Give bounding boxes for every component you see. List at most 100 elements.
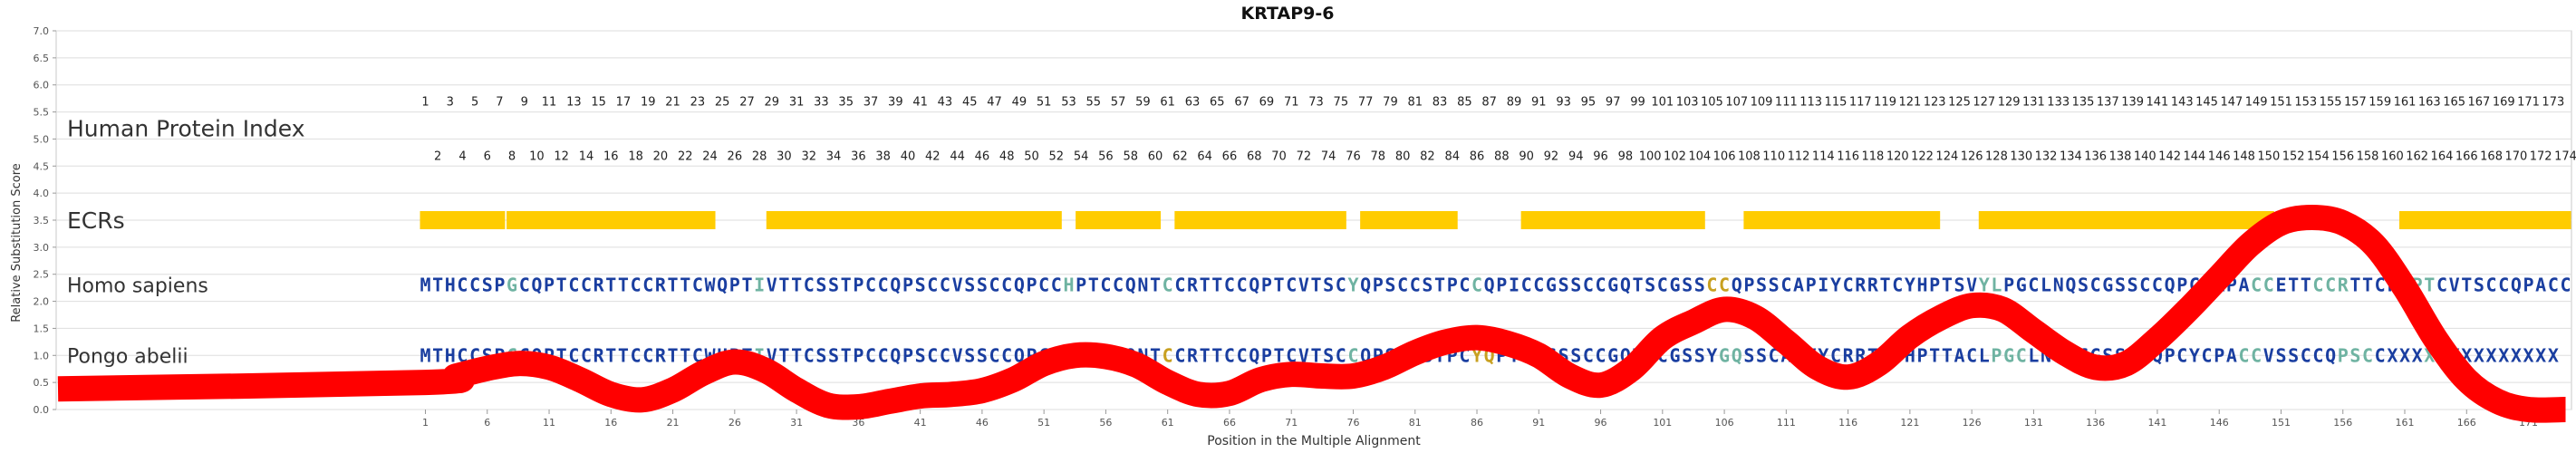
protein-index-number: 124 — [1935, 149, 1958, 163]
sequence-residue: C — [1966, 344, 1977, 366]
sequence-residue: C — [804, 275, 815, 296]
protein-index-number: 9 — [521, 96, 528, 110]
sequence-residue: X — [2399, 344, 2410, 366]
ecr-bar — [420, 211, 506, 229]
sequence-residue: S — [915, 275, 926, 296]
sequence-residue: T — [1880, 275, 1891, 296]
sequence-residue: P — [2003, 275, 2014, 296]
protein-index-number: 105 — [1701, 96, 1723, 110]
x-tick-label: 51 — [1037, 417, 1050, 429]
x-tick-label: 46 — [976, 417, 989, 429]
sequence-residue: C — [1397, 275, 1408, 296]
ecr-bar — [1360, 211, 1458, 229]
sequence-residue: I — [1818, 275, 1828, 296]
sequence-residue: S — [977, 344, 988, 366]
sequence-residue: C — [804, 344, 815, 366]
protein-index-number: 148 — [2233, 149, 2255, 163]
protein-index-number: 127 — [1973, 96, 1995, 110]
protein-index-number: 35 — [838, 96, 854, 110]
y-tick-label: 2.5 — [34, 269, 50, 281]
protein-index-number: 143 — [2171, 96, 2194, 110]
sequence-residue: S — [1954, 275, 1964, 296]
x-axis: 1 6 11 16 21 26 31 36 41 46 51 56 61 66 71 76 81 86 91 96 10… — [422, 410, 2538, 429]
sequence-residue: T — [618, 344, 629, 366]
sequence-residue: C — [865, 275, 876, 296]
protein-index-number: 54 — [1074, 149, 1089, 163]
sequence-residue: R — [593, 344, 605, 366]
sequence-residue: P — [1373, 275, 1384, 296]
sequence-residue: P — [1026, 275, 1037, 296]
y-tick-label: 4.5 — [34, 160, 50, 172]
x-tick-label: 131 — [2024, 417, 2043, 429]
protein-index-number: 78 — [1371, 149, 1386, 163]
sequence-residue: C — [1830, 344, 1841, 366]
sequence-residue: T — [1632, 275, 1643, 296]
protein-index-number: 66 — [1222, 149, 1238, 163]
x-tick-label: 146 — [2210, 417, 2229, 429]
protein-index-number: 112 — [1788, 149, 1810, 163]
sequence-residue: C — [865, 344, 876, 366]
sequence-residue: Y — [1706, 344, 1717, 366]
sequence-residue: T — [668, 344, 679, 366]
sequence-residue: C — [1163, 275, 1173, 296]
sequence-residue: S — [2275, 344, 2286, 366]
sequence-residue: R — [1187, 275, 1199, 296]
protein-index-number: 60 — [1148, 149, 1163, 163]
sequence-residue: C — [2090, 275, 2101, 296]
sequence-residue: S — [977, 275, 988, 296]
protein-index-number: 153 — [2294, 96, 2317, 110]
sequence-residue: T — [2461, 275, 2472, 296]
sequence-residue: R — [655, 275, 667, 296]
x-tick-label: 66 — [1223, 417, 1236, 429]
sequence-residue: C — [1051, 275, 1062, 296]
x-tick-label: 101 — [1653, 417, 1672, 429]
sequence-residue: C — [469, 275, 480, 296]
protein-index-number: 147 — [2220, 96, 2243, 110]
sequence-residue: S — [482, 275, 493, 296]
sequence-residue: T — [1200, 275, 1211, 296]
protein-index-number: 87 — [1481, 96, 1497, 110]
protein-index-number: 31 — [789, 96, 805, 110]
sequence-residue: C — [1596, 275, 1606, 296]
sequence-residue: R — [1843, 344, 1855, 366]
protein-index-number: 19 — [641, 96, 656, 110]
sequence-residue: C — [927, 344, 938, 366]
protein-index-number: 77 — [1358, 96, 1374, 110]
protein-index-number: 46 — [975, 149, 990, 163]
sequence-residue: A — [1954, 344, 1964, 366]
sequence-residue: P — [1076, 275, 1086, 296]
protein-index-number: 61 — [1160, 96, 1175, 110]
y-tick-label: 5.0 — [34, 133, 50, 145]
sequence-residue: S — [1422, 275, 1433, 296]
protein-index-number: 41 — [912, 96, 928, 110]
protein-index-number: 169 — [2493, 96, 2515, 110]
protein-index-number: 155 — [2320, 96, 2342, 110]
protein-index-number: 56 — [1098, 149, 1114, 163]
protein-index-number: 79 — [1383, 96, 1398, 110]
sequence-residue: P — [1917, 344, 1928, 366]
protein-index-number: 174 — [2554, 149, 2576, 163]
sequence-residue: T — [791, 344, 802, 366]
sequence-residue: S — [2288, 344, 2299, 366]
x-tick-label: 71 — [1285, 417, 1298, 429]
sequence-residue: I — [754, 275, 765, 296]
sequence-residue: Q — [1484, 275, 1495, 296]
sequence-residue: C — [1706, 275, 1717, 296]
y-tick-label: 4.0 — [34, 188, 50, 199]
sequence-residue: V — [1298, 275, 1309, 296]
x-tick-label: 116 — [1838, 417, 1857, 429]
sequence-residue: P — [1447, 275, 1458, 296]
sequence-residue: C — [2436, 275, 2447, 296]
sequence-residue: H — [1063, 275, 1074, 296]
protein-index-number: 99 — [1630, 96, 1645, 110]
sequence-residue: T — [2288, 275, 2299, 296]
x-tick-label: 96 — [1595, 417, 1607, 429]
sequence-residue: S — [1694, 344, 1705, 366]
protein-index-number: 45 — [962, 96, 978, 110]
protein-index-number: 84 — [1444, 149, 1460, 163]
sequence-residue: P — [902, 275, 913, 296]
sequence-residue: Q — [1249, 275, 1259, 296]
protein-index-number: 128 — [1985, 149, 2008, 163]
sequence-residue: V — [952, 275, 963, 296]
sequence-residue: T — [680, 344, 690, 366]
